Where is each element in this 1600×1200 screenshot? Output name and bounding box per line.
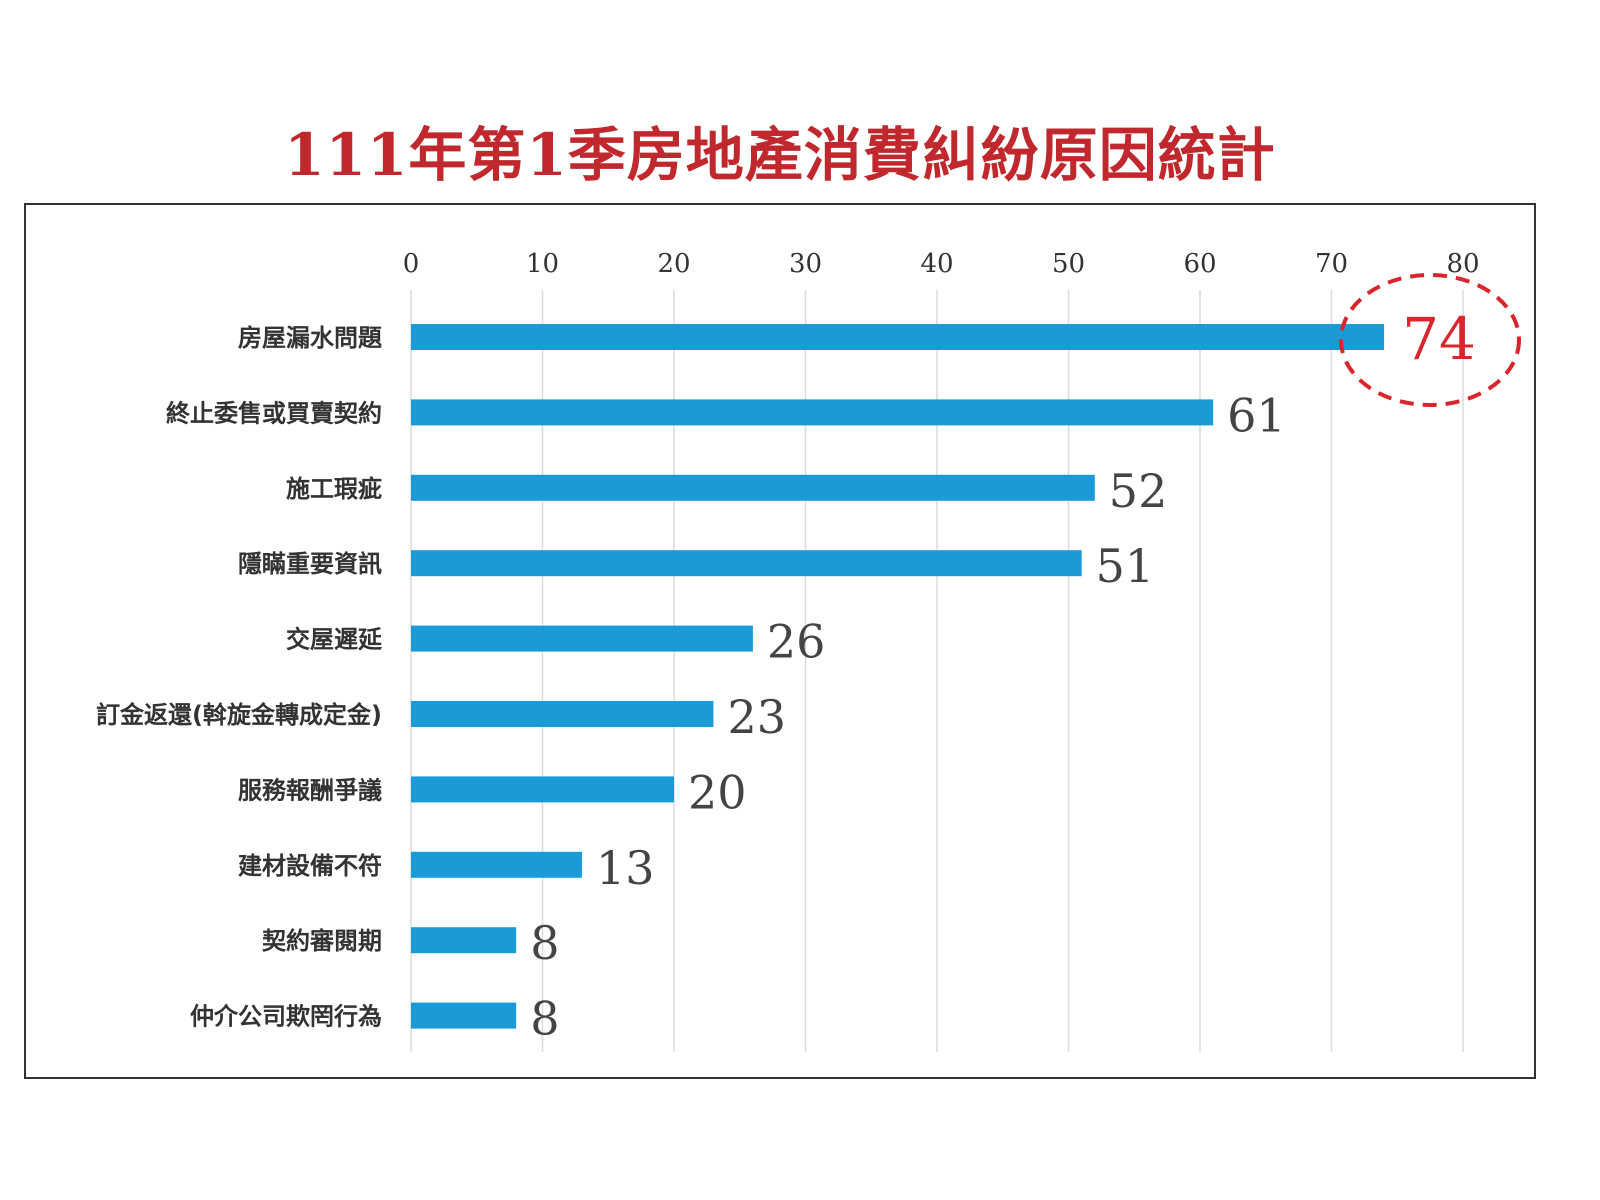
category-label: 仲介公司欺罔行為 — [190, 1003, 382, 1031]
category-label: 施工瑕疵 — [286, 475, 382, 503]
chart-title: 111年第1季房地產消費糾紛原因統計 — [284, 121, 1276, 189]
x-tick-label: 70 — [1315, 249, 1348, 279]
category-label: 服務報酬爭議 — [238, 776, 382, 804]
x-tick-label: 60 — [1183, 249, 1216, 279]
bar — [411, 851, 582, 878]
bar — [411, 927, 517, 954]
bar — [411, 550, 1082, 577]
category-label: 訂金返還(斡旋金轉成定金) — [96, 701, 382, 729]
x-tick-label: 50 — [1052, 249, 1085, 279]
bar — [411, 399, 1214, 426]
bar — [411, 625, 753, 652]
category-label: 終止委售或買賣契約 — [166, 399, 382, 427]
x-tick-label: 40 — [920, 249, 953, 279]
bar — [411, 324, 1385, 350]
bar — [411, 776, 674, 803]
category-label: 交屋遲延 — [286, 626, 383, 654]
value-label: 52 — [1109, 464, 1168, 518]
value-label: 23 — [727, 690, 786, 744]
chart-frame — [24, 203, 1536, 1079]
value-label: 20 — [688, 765, 747, 819]
value-label: 13 — [596, 841, 655, 895]
value-label: 8 — [530, 916, 559, 970]
category-label: 房屋漏水問題 — [238, 324, 383, 352]
x-tick-label: 0 — [403, 249, 420, 279]
value-label: 8 — [530, 992, 559, 1046]
value-label: 51 — [1096, 539, 1155, 593]
highlight-circle — [1339, 273, 1521, 407]
value-label: 61 — [1227, 388, 1286, 442]
category-label: 建材設備不符 — [238, 852, 382, 880]
value-label: 74 — [1402, 305, 1476, 373]
x-tick-label: 10 — [526, 249, 559, 279]
bar — [411, 474, 1095, 501]
x-tick-label: 20 — [657, 249, 690, 279]
category-label: 契約審閱期 — [262, 927, 382, 955]
x-tick-label: 80 — [1446, 249, 1479, 279]
bar — [411, 701, 714, 727]
x-tick-label: 30 — [789, 249, 822, 279]
category-label: 隱瞞重要資訊 — [238, 550, 382, 578]
value-label: 26 — [767, 615, 826, 669]
bar — [411, 1002, 517, 1029]
